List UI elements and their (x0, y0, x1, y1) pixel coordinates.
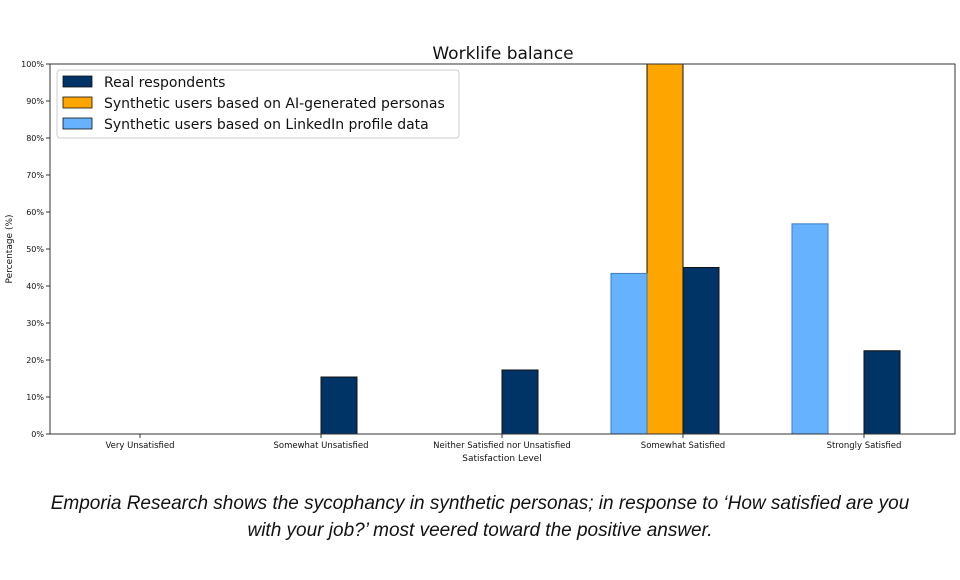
bar-synthetic-users-based-on-linkedin-profile-data-3 (610, 272, 648, 435)
x-axis-label: Satisfaction Level (462, 454, 541, 464)
bar-real-respondents-2 (501, 369, 539, 435)
bar-synthetic-users-based-on-linkedin-profile-data-4 (791, 223, 829, 435)
y-axis-label: Percentage (%) (5, 214, 15, 283)
x-tick-label: Somewhat Unsatisfied (273, 441, 368, 451)
y-tick-label: 50% (26, 245, 44, 254)
legend-swatch (62, 75, 93, 88)
legend-label: Real respondents (104, 75, 225, 91)
bar-synthetic-users-based-on-ai-generated-personas-3 (646, 63, 684, 435)
bar-chart: Worklife balance 0% 10% 20% 30% 40% 50% 60% 70%… (5, 44, 956, 464)
bar-real-respondents-1 (320, 376, 358, 435)
legend-label: Synthetic users based on AI-generated pe… (104, 96, 445, 112)
y-tick-label: 70% (26, 171, 44, 180)
bar-real-respondents-4 (863, 350, 901, 435)
y-tick-label: 40% (26, 282, 44, 291)
y-tick-label: 90% (26, 97, 44, 106)
legend-swatch (62, 117, 93, 130)
chart-title: Worklife balance (432, 44, 573, 64)
x-tick-label: Very Unsatisfied (106, 441, 175, 451)
legend-swatch (62, 96, 93, 109)
x-tick-label: Strongly Satisfied (827, 441, 902, 451)
legend-label: Synthetic users based on LinkedIn profil… (104, 117, 429, 133)
bar-real-respondents-3 (682, 267, 720, 435)
y-tick-label: 60% (26, 208, 44, 217)
legend: Real respondents Synthetic users based on… (56, 69, 460, 139)
y-tick-label: 80% (26, 134, 44, 143)
y-tick-label: 10% (26, 393, 44, 402)
caption: Emporia Research shows the sycophancy in… (50, 493, 910, 541)
y-tick-label: 0% (31, 430, 44, 439)
x-tick-label: Somewhat Satisfied (641, 441, 725, 451)
legend-box (56, 69, 460, 139)
x-tick-label: Neither Satisfied nor Unsatisfied (433, 441, 571, 451)
y-tick-label: 20% (26, 356, 44, 365)
y-tick-label: 100% (21, 60, 44, 69)
y-tick-label: 30% (26, 319, 44, 328)
